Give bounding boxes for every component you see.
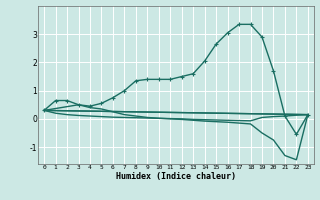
X-axis label: Humidex (Indice chaleur): Humidex (Indice chaleur) <box>116 172 236 181</box>
